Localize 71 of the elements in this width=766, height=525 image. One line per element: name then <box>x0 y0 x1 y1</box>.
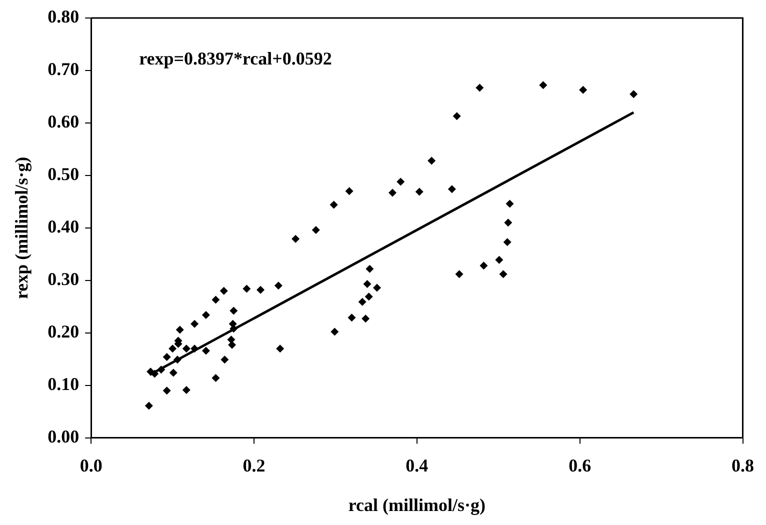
y-axis-title: rexp (millimol/s·g) <box>11 156 32 299</box>
point <box>212 374 220 382</box>
y-tick-label: 0.10 <box>48 374 80 394</box>
point <box>388 188 396 197</box>
point <box>348 314 356 322</box>
point <box>182 386 190 394</box>
x-tick-label: 0.4 <box>406 455 428 476</box>
point <box>503 238 512 246</box>
point <box>499 270 508 278</box>
point <box>345 187 354 196</box>
x-tick-label: 0.0 <box>80 455 102 476</box>
point <box>539 81 548 90</box>
y-tick-label: 0.20 <box>48 322 80 342</box>
point <box>358 298 366 306</box>
point <box>212 296 220 304</box>
point <box>455 270 464 278</box>
point <box>220 286 228 295</box>
point <box>579 86 588 94</box>
point <box>330 200 338 209</box>
point <box>476 84 484 92</box>
point <box>495 256 504 264</box>
x-tick-label: 0.2 <box>242 455 266 476</box>
point <box>256 286 265 294</box>
point <box>228 340 236 349</box>
point <box>173 356 182 364</box>
point <box>202 346 210 355</box>
point <box>162 386 171 395</box>
y-tick-label: 0.50 <box>48 164 80 184</box>
x-tick-label: 0.8 <box>732 455 754 476</box>
point <box>190 320 199 328</box>
y-tick-label: 0.70 <box>48 59 80 80</box>
point <box>452 112 461 120</box>
point <box>506 200 514 208</box>
y-tick-label: 0.00 <box>48 426 80 446</box>
point <box>182 344 190 353</box>
point <box>448 185 456 194</box>
point <box>168 344 177 353</box>
y-tick-label: 0.60 <box>48 112 80 132</box>
point <box>242 284 251 293</box>
point <box>176 326 184 334</box>
point <box>162 352 171 361</box>
point <box>396 178 405 186</box>
point <box>373 284 382 292</box>
y-tick-label: 0.30 <box>48 269 80 290</box>
x-tick-label: 0.6 <box>568 455 592 476</box>
point <box>276 344 284 353</box>
point <box>230 324 238 333</box>
point <box>292 234 300 243</box>
point <box>274 282 282 290</box>
point <box>169 368 178 377</box>
point <box>202 311 210 320</box>
point <box>504 218 512 227</box>
annotation: rexp=0.8397*rcal+0.0592 <box>139 48 332 69</box>
point <box>330 328 339 336</box>
point <box>157 366 166 374</box>
point <box>150 370 159 378</box>
point <box>415 188 424 196</box>
point <box>230 306 238 315</box>
point <box>362 314 370 323</box>
point <box>220 356 229 364</box>
point <box>480 262 488 270</box>
point <box>363 280 372 288</box>
point <box>366 264 374 273</box>
point <box>428 156 436 165</box>
x-axis-title: rcal (millimol/s·g) <box>348 494 486 515</box>
y-tick-label: 0.80 <box>48 6 80 27</box>
y-tick-label: 0.40 <box>48 216 80 237</box>
point <box>144 402 153 410</box>
point <box>630 90 638 98</box>
point <box>312 226 320 234</box>
point <box>364 292 373 301</box>
